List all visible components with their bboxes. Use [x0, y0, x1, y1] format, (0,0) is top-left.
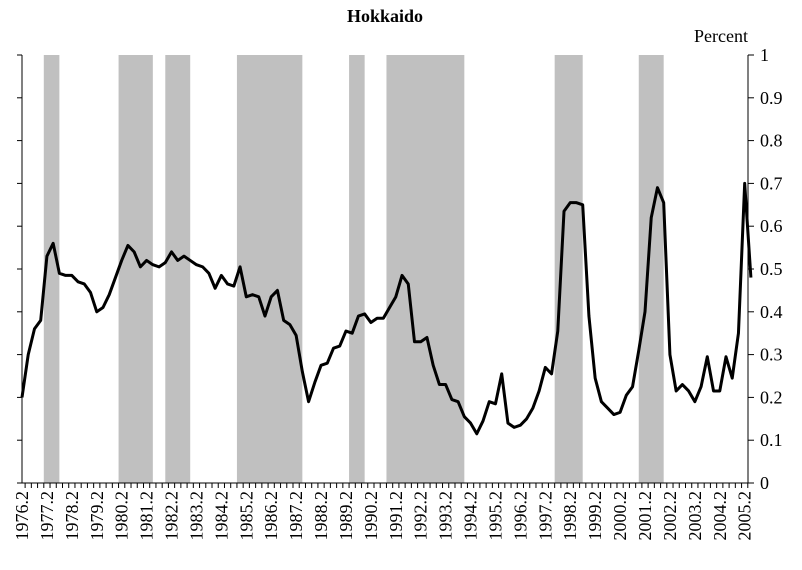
data-line	[20, 181, 753, 436]
y-tick-label: 0.4	[760, 302, 783, 322]
shaded-period	[386, 55, 465, 483]
y-tick-label: 0	[760, 473, 769, 493]
y-tick-label: 0.8	[760, 131, 783, 151]
x-tick-label: 2004.2	[710, 491, 730, 541]
x-tick-label: 1983.2	[186, 491, 206, 541]
x-tick-label: 1993.2	[436, 491, 456, 541]
x-tick-label: 1995.2	[485, 491, 505, 541]
x-tick-label: 1997.2	[535, 491, 555, 541]
x-tick-label: 1976.2	[12, 491, 32, 541]
x-tick-label: 1987.2	[286, 491, 306, 541]
x-tick-label: 1999.2	[585, 491, 605, 541]
y-tick-label: 0.3	[760, 345, 783, 365]
x-tick-label: 1986.2	[261, 491, 281, 541]
y-axis-label: Percent	[694, 26, 748, 46]
shaded-period	[638, 55, 664, 483]
x-tick-label: 1988.2	[311, 491, 331, 541]
y-tick-label: 0.6	[760, 216, 783, 236]
shaded-period	[43, 55, 60, 483]
x-tick-label: 1984.2	[211, 491, 231, 541]
y-tick-label: 0.9	[760, 88, 783, 108]
x-tick-label: 2005.2	[735, 491, 755, 541]
y-tick-label: 0.5	[760, 259, 783, 279]
x-tick-label: 1982.2	[162, 491, 182, 541]
y-tick-label: 0.1	[760, 430, 783, 450]
shaded-period	[118, 55, 153, 483]
x-tick-label: 2000.2	[610, 491, 630, 541]
x-tick-label: 1989.2	[336, 491, 356, 541]
x-tick-label: 1994.2	[461, 491, 481, 541]
x-tick-label: 1996.2	[510, 491, 530, 541]
x-tick-label: 2002.2	[660, 491, 680, 541]
shaded-period	[349, 55, 365, 483]
shaded-period	[236, 55, 303, 483]
x-tick-label: 1978.2	[62, 491, 82, 541]
x-tick-label: 1981.2	[137, 491, 157, 541]
y-tick-label: 0.2	[760, 387, 783, 407]
chart-title: Hokkaido	[347, 6, 423, 26]
x-tick-label: 1990.2	[361, 491, 381, 541]
x-tick-label: 1991.2	[386, 491, 406, 541]
shaded-period	[165, 55, 191, 483]
x-tick-label: 1998.2	[560, 491, 580, 541]
shaded-period	[554, 55, 583, 483]
y-tick-label: 1	[760, 45, 769, 65]
x-tick-label: 2001.2	[635, 491, 655, 541]
x-tick-label: 1977.2	[37, 491, 57, 541]
x-tick-label: 1992.2	[411, 491, 431, 541]
x-tick-label: 1979.2	[87, 491, 107, 541]
x-tick-label: 1980.2	[112, 491, 132, 541]
y-tick-label: 0.7	[760, 173, 783, 193]
x-tick-label: 2003.2	[685, 491, 705, 541]
x-tick-label: 1985.2	[236, 491, 256, 541]
